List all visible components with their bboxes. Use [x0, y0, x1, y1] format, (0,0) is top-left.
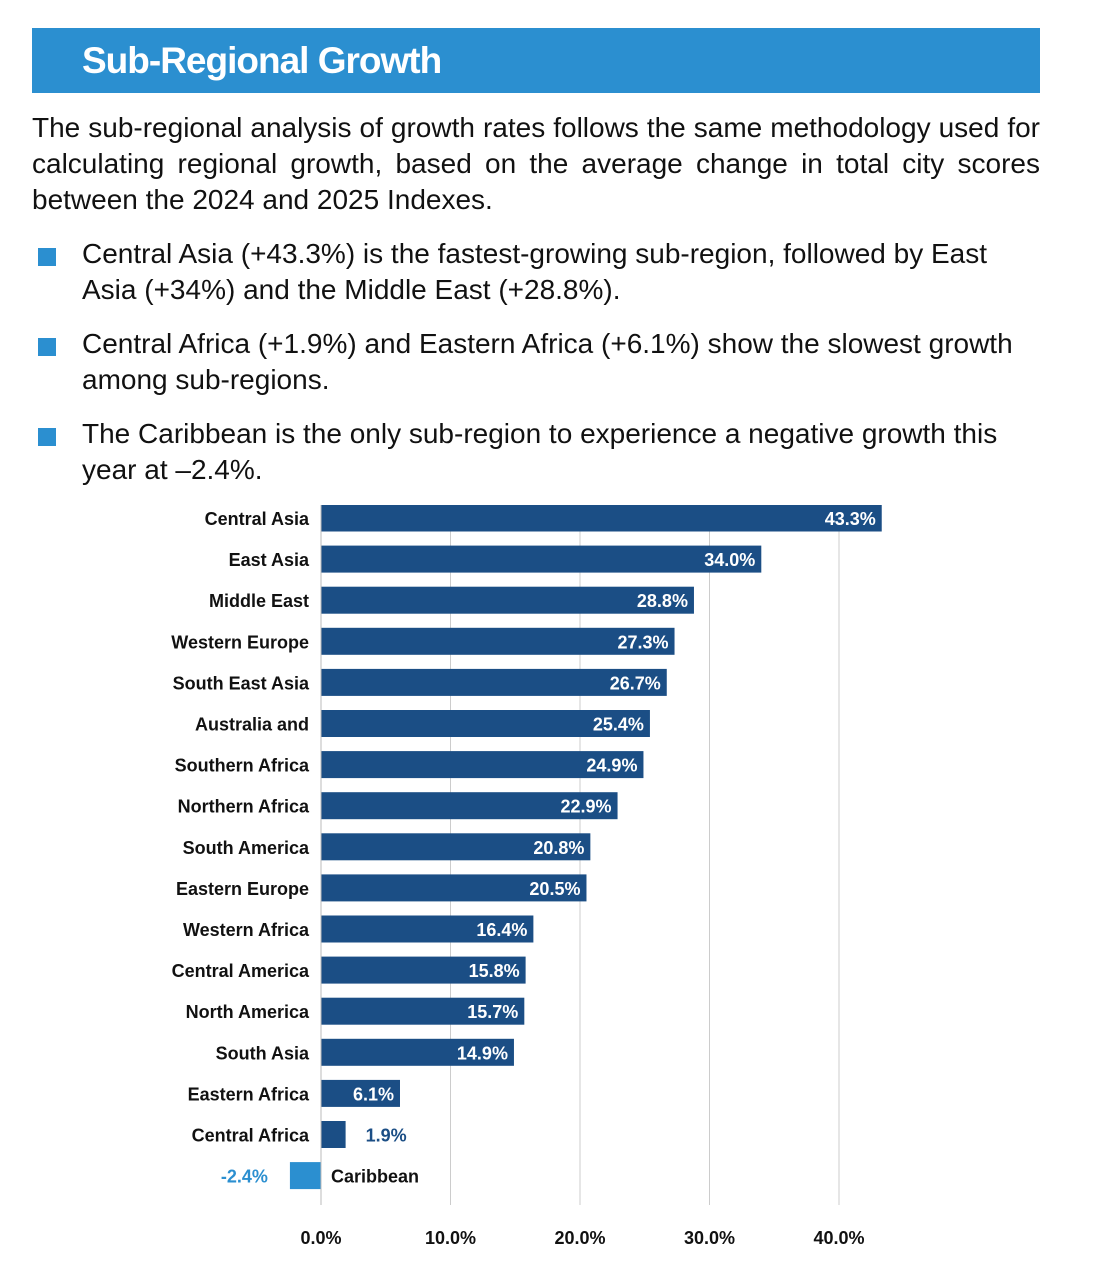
bar: [321, 1038, 514, 1066]
bar: [321, 627, 675, 655]
bar: [321, 792, 618, 820]
data-label: 14.9%: [457, 1043, 508, 1063]
bar: [321, 915, 534, 943]
category-label: Central Asia: [205, 509, 310, 529]
section-banner: Sub-Regional Growth: [32, 28, 1040, 93]
data-label: 20.5%: [529, 879, 580, 899]
x-tick-label: 30.0%: [684, 1228, 735, 1248]
data-label: 1.9%: [366, 1126, 407, 1146]
bar: [321, 586, 694, 614]
data-label: 28.8%: [637, 591, 688, 611]
data-label: 6.1%: [353, 1084, 394, 1104]
data-label: 34.0%: [704, 550, 755, 570]
bullet-text: The Caribbean is the only sub-region to …: [82, 418, 998, 485]
bar: [321, 668, 667, 696]
category-label: Caribbean: [331, 1167, 419, 1187]
category-label: North America: [186, 1002, 310, 1022]
growth-bar-chart: Central Asia 43.3% East Asia 34.0% Middle Ea…: [171, 505, 882, 1248]
category-label: Australia and: [195, 715, 309, 735]
bar: [321, 874, 587, 902]
data-label: 26.7%: [610, 673, 661, 693]
bar: [321, 505, 882, 532]
bar: [289, 1162, 321, 1190]
bullet-text: Central Asia (+43.3%) is the fastest-gro…: [82, 238, 988, 305]
section-title: Sub-Regional Growth: [82, 40, 442, 81]
square-bullet-icon: [38, 338, 56, 356]
bullet-item: Central Africa (+1.9%) and Eastern Afric…: [32, 326, 1040, 398]
bar: [321, 710, 650, 737]
square-bullet-icon: [38, 428, 56, 446]
data-label: 16.4%: [476, 920, 527, 940]
bar: [321, 833, 591, 861]
bar: [321, 751, 644, 779]
category-label: Eastern Europe: [176, 879, 309, 899]
data-label: 20.8%: [533, 838, 584, 858]
bar: [321, 997, 525, 1025]
data-label: 25.4%: [593, 715, 644, 735]
data-label: 43.3%: [825, 509, 876, 529]
bullet-item: The Caribbean is the only sub-region to …: [32, 416, 1040, 488]
category-label: Northern Africa: [178, 797, 310, 817]
category-label: South East Asia: [173, 673, 310, 693]
data-label: 24.9%: [586, 756, 637, 776]
intro-paragraph: The sub-regional analysis of growth rate…: [32, 112, 1040, 215]
data-label: 15.7%: [467, 1002, 518, 1022]
data-label: 15.8%: [469, 961, 520, 981]
category-label: Central America: [172, 961, 310, 981]
category-label: East Asia: [229, 550, 310, 570]
bullet-item: Central Asia (+43.3%) is the fastest-gro…: [32, 236, 1040, 308]
category-label: Western Europe: [171, 632, 309, 652]
category-label: Eastern Africa: [188, 1084, 310, 1104]
category-label: South America: [183, 838, 310, 858]
category-label: Central Africa: [192, 1126, 310, 1146]
bar: [321, 1079, 400, 1107]
bar: [321, 956, 526, 984]
bar: [321, 545, 762, 573]
data-label: 22.9%: [561, 797, 612, 817]
bullet-text: Central Africa (+1.9%) and Eastern Afric…: [82, 328, 1013, 395]
category-label: Middle East: [209, 591, 309, 611]
x-tick-label: 0.0%: [300, 1228, 341, 1248]
data-label: -2.4%: [221, 1167, 268, 1187]
x-tick-label: 10.0%: [425, 1228, 476, 1248]
square-bullet-icon: [38, 248, 56, 266]
bar: [321, 1121, 346, 1148]
x-tick-label: 40.0%: [813, 1228, 864, 1248]
x-tick-label: 20.0%: [554, 1228, 605, 1248]
category-label: Western Africa: [183, 920, 310, 940]
data-label: 27.3%: [617, 632, 668, 652]
category-label: Southern Africa: [175, 756, 310, 776]
category-label: South Asia: [216, 1043, 310, 1063]
bullet-list: Central Asia (+43.3%) is the fastest-gro…: [32, 236, 1040, 506]
